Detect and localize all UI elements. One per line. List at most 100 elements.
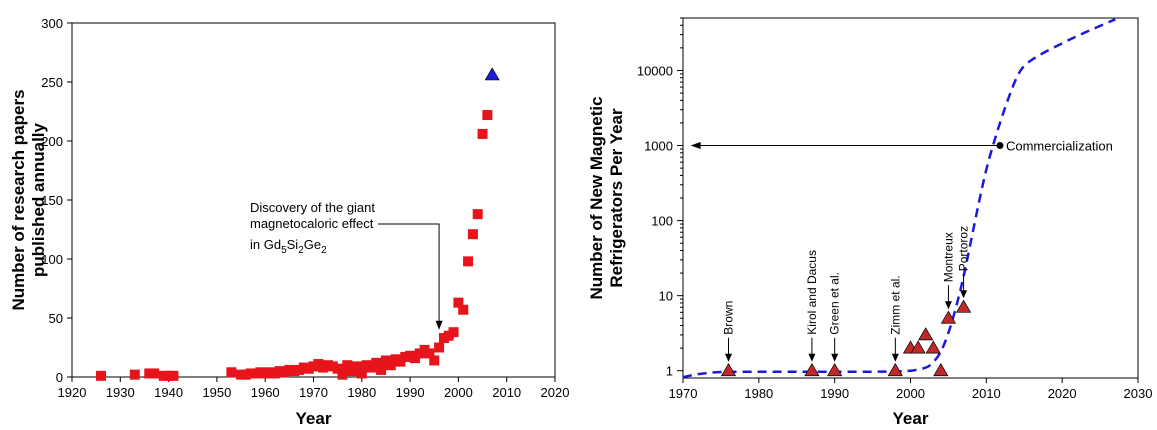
y-tick-label: 250 xyxy=(41,75,63,90)
data-point-triangle xyxy=(955,299,972,313)
data-point-triangle xyxy=(484,67,500,81)
data-point-square xyxy=(424,348,435,359)
event-label: Brown xyxy=(722,301,736,335)
x-tick-label: 2020 xyxy=(1048,386,1077,401)
x-tick-label: 1920 xyxy=(58,385,87,400)
y-tick-label: 1 xyxy=(666,364,673,379)
plot-frame xyxy=(682,17,1139,379)
data-point-triangle xyxy=(910,340,926,354)
formula-part: Si xyxy=(287,237,299,252)
data-point-square xyxy=(351,361,362,372)
x-tick-label: 1940 xyxy=(154,385,183,400)
data-point-square xyxy=(458,304,469,315)
y-tick-label: 0 xyxy=(56,370,63,385)
data-point-square xyxy=(453,297,464,308)
data-point-square xyxy=(332,363,343,374)
x-tick-label: 1950 xyxy=(202,385,231,400)
y-tick-label: 50 xyxy=(49,311,63,326)
annotation-arrow-line xyxy=(378,223,440,324)
x-tick-label: 2000 xyxy=(896,386,925,401)
data-point-square xyxy=(149,368,160,379)
y-axis-title-line: Number of research papers xyxy=(9,89,28,310)
formula-subscript: 2 xyxy=(298,245,304,256)
event-label: Montreux xyxy=(941,232,955,282)
data-point-triangle xyxy=(804,363,820,377)
y-tick-label: 1000 xyxy=(644,139,673,154)
y-tick-label: 200 xyxy=(41,134,63,149)
x-tick-label: 1980 xyxy=(347,385,376,400)
x-tick-label: 1930 xyxy=(106,385,135,400)
x-tick-label: 2020 xyxy=(541,385,570,400)
data-point-square xyxy=(482,110,493,121)
y-axis-title: Number of New MagneticRefrigerators Per … xyxy=(587,96,626,299)
data-point-square xyxy=(376,364,387,375)
formula-part: in Gd xyxy=(250,237,281,252)
annotation-line: Discovery of the giant xyxy=(250,200,375,215)
x-tick-label: 1970 xyxy=(299,385,328,400)
event-arrow-head xyxy=(725,353,732,362)
data-point-triangle xyxy=(933,363,949,377)
x-tick-label: 1970 xyxy=(669,386,698,401)
data-point-square xyxy=(356,368,367,379)
y-axis-title-line: published annually xyxy=(29,122,48,277)
y-axis-title-line: Refrigerators Per Year xyxy=(607,108,626,288)
y-tick-label: 10000 xyxy=(637,63,673,78)
event-arrow-head xyxy=(831,353,839,362)
data-point-square xyxy=(429,355,440,366)
data-point-triangle xyxy=(720,363,737,377)
data-point-triangle xyxy=(827,363,843,377)
formula-subscript: 2 xyxy=(321,245,327,256)
x-tick-label: 2010 xyxy=(492,385,521,400)
data-point-square xyxy=(472,209,483,220)
data-point-square xyxy=(477,128,488,139)
data-point-square xyxy=(337,369,348,380)
y-tick-label: 150 xyxy=(41,193,63,208)
x-tick-label: 1980 xyxy=(744,386,773,401)
data-point-triangle xyxy=(887,363,903,377)
commercialization-arrow-head xyxy=(690,142,701,150)
data-point-square xyxy=(168,370,179,381)
data-point-triangle xyxy=(918,327,934,341)
data-point-square xyxy=(129,369,140,380)
research-papers-chart: 1920 1930 1940 1950 1960 1970 1980 1990 2000 2010… xyxy=(9,16,570,428)
data-point-square xyxy=(226,367,237,378)
x-tick-label: 1990 xyxy=(820,386,849,401)
formula-part: Ge xyxy=(304,237,321,252)
event-arrow-head xyxy=(891,353,899,362)
event-arrow-head xyxy=(944,301,952,310)
x-tick-label: 1990 xyxy=(396,385,425,400)
data-point-square xyxy=(371,357,382,368)
y-tick-label: 100 xyxy=(41,252,63,267)
event-label: Green et al. xyxy=(828,272,842,335)
x-axis-title: Year xyxy=(296,409,332,428)
discovery-annotation: Discovery of the giant magnetocaloric eff… xyxy=(250,200,375,231)
data-point-square xyxy=(342,360,353,371)
event-arrow-head xyxy=(808,353,816,362)
x-tick-label: 1960 xyxy=(251,385,280,400)
y-axis-title: Number of research paperspublished annua… xyxy=(9,89,48,310)
data-point-square xyxy=(95,370,106,381)
event-arrow-head xyxy=(960,290,968,299)
annotation-formula: in Gd5Si2Ge2 xyxy=(250,237,327,256)
event-label: Kirol and Dacus xyxy=(805,250,819,335)
data-point-square xyxy=(448,327,459,338)
commercialization-label: Commercialization xyxy=(1006,139,1113,154)
event-label: Portoroz xyxy=(957,226,971,271)
x-tick-label: 2010 xyxy=(972,386,1001,401)
annotation-arrow-head xyxy=(435,320,443,330)
data-point-triangle xyxy=(940,310,957,324)
data-point-square xyxy=(467,229,478,240)
y-tick-label: 300 xyxy=(41,16,63,31)
data-point-square xyxy=(463,256,474,267)
commercialization-point xyxy=(996,142,1004,150)
annotation-line: magnetocaloric effect xyxy=(250,216,374,231)
x-tick-label: 2000 xyxy=(444,385,473,400)
x-tick-label: 2030 xyxy=(1124,386,1153,401)
data-point-square xyxy=(434,342,445,353)
y-axis-title-line: Number of New Magnetic xyxy=(587,96,606,299)
data-point-square xyxy=(385,360,396,371)
y-tick-label: 10 xyxy=(659,289,673,304)
event-label: Zimm et al. xyxy=(888,275,902,334)
y-tick-label: 100 xyxy=(651,214,673,229)
